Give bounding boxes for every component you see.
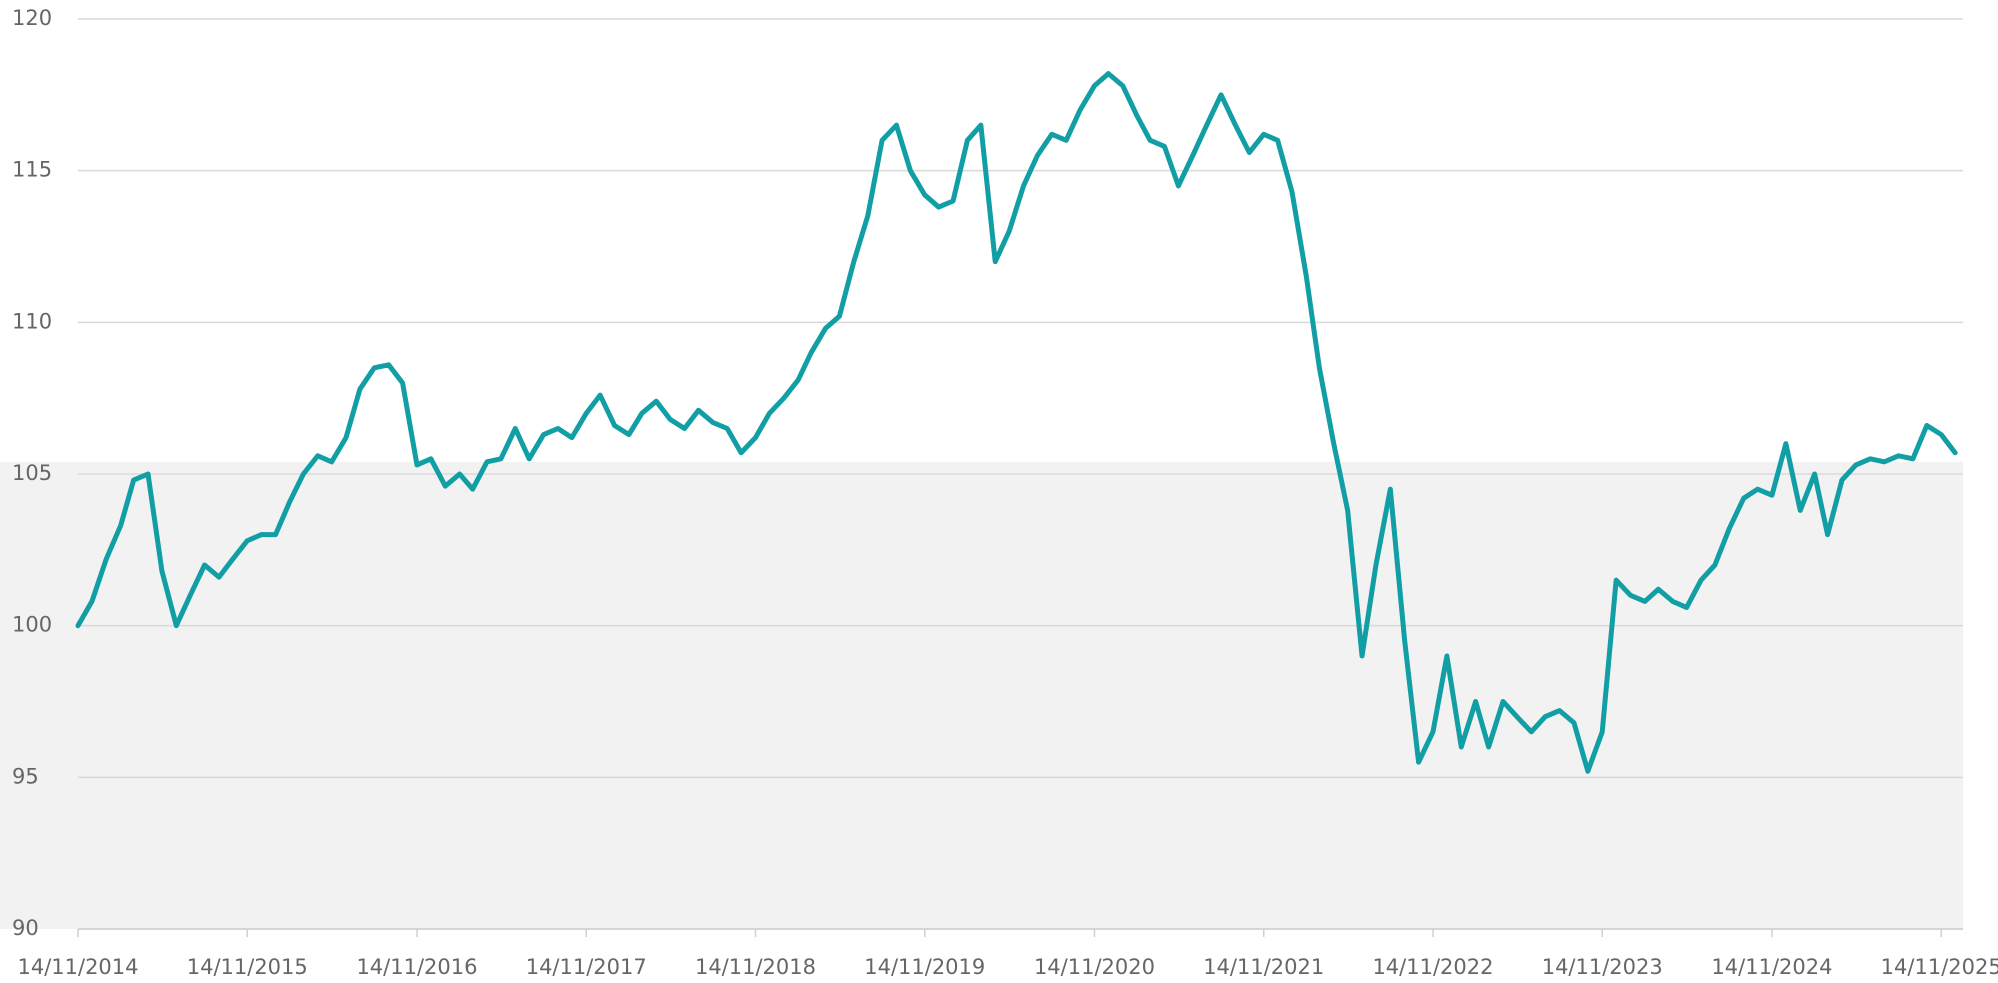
line-series <box>75 71 1958 774</box>
x-tick-label: 14/11/2014 <box>17 955 138 979</box>
x-tick-label: 14/11/2019 <box>864 955 985 979</box>
shaded-band <box>0 461 1963 929</box>
y-tick-label: 115 <box>12 158 52 182</box>
y-tick-label: 100 <box>12 613 52 637</box>
x-tick-label: 14/11/2017 <box>526 955 647 979</box>
y-tick-label: 90 <box>12 916 39 940</box>
x-tick-label: 14/11/2023 <box>1542 955 1663 979</box>
x-tick-label: 14/11/2021 <box>1203 955 1324 979</box>
x-tick-label: 14/11/2025 <box>1881 955 1998 979</box>
y-tick-label: 110 <box>12 309 52 333</box>
x-tick-label: 14/11/2024 <box>1711 955 1832 979</box>
x-tick-label: 14/11/2016 <box>356 955 477 979</box>
y-tick-label: 95 <box>12 764 39 788</box>
x-tick-label: 14/11/2020 <box>1034 955 1155 979</box>
x-tick-label: 14/11/2015 <box>187 955 308 979</box>
x-tick-label: 14/11/2022 <box>1372 955 1493 979</box>
y-tick-label: 120 <box>12 6 52 30</box>
y-tick-label: 105 <box>12 461 52 485</box>
x-tick-label: 14/11/2018 <box>695 955 816 979</box>
